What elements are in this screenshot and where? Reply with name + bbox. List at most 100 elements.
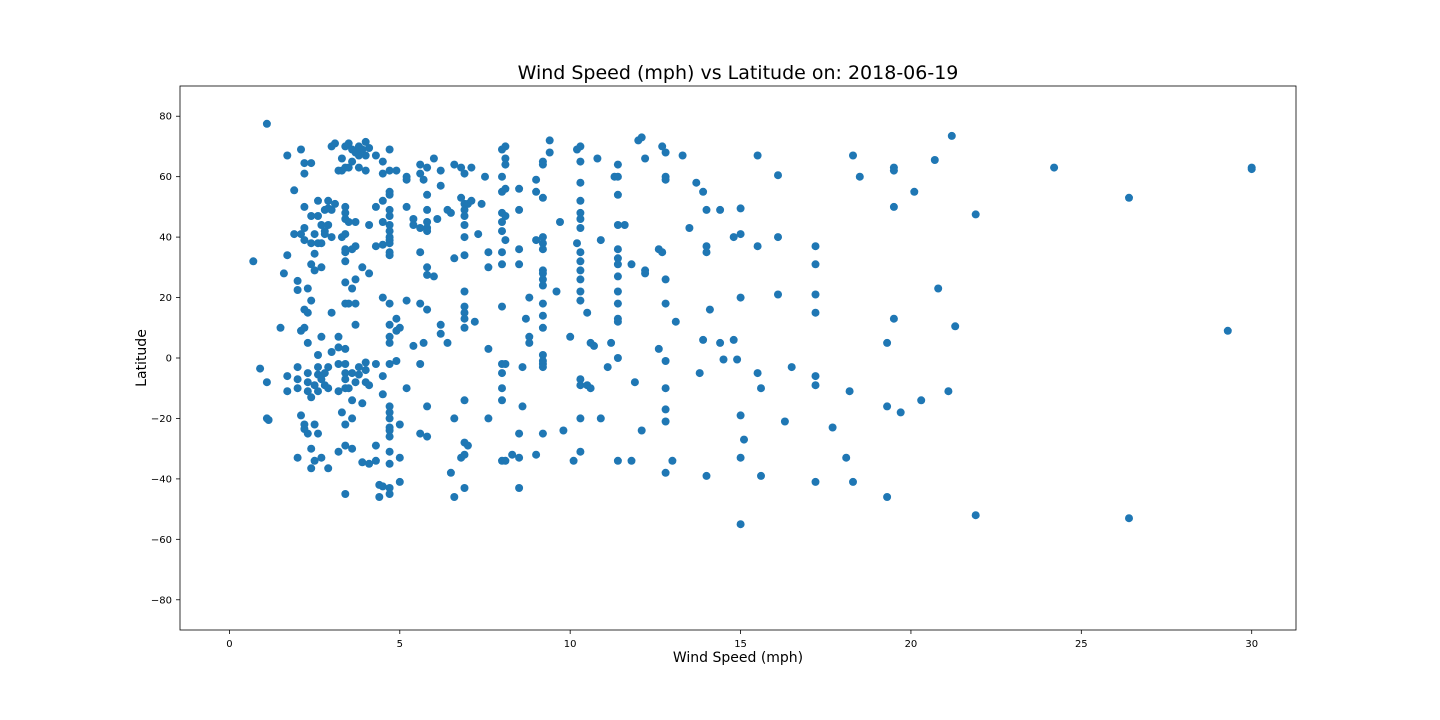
- scatter-point: [498, 172, 506, 181]
- scatter-point: [811, 242, 820, 251]
- scatter-point: [627, 456, 636, 465]
- scatter-point: [351, 299, 360, 308]
- scatter-point: [348, 157, 357, 166]
- scatter-point: [576, 248, 585, 257]
- scatter-point: [460, 314, 469, 323]
- scatter-point: [484, 248, 493, 257]
- scatter-point: [307, 260, 316, 269]
- scatter-point: [385, 251, 394, 260]
- scatter-point: [1125, 193, 1133, 202]
- scatter-point: [484, 414, 493, 423]
- scatter-point: [576, 208, 585, 217]
- plot-area: [249, 119, 1256, 529]
- scatter-point: [423, 402, 432, 411]
- scatter-point: [613, 272, 622, 281]
- scatter-point: [501, 360, 510, 368]
- scatter-point: [351, 320, 360, 329]
- scatter-point: [348, 369, 357, 378]
- scatter-point: [661, 175, 670, 184]
- scatter-point: [695, 369, 704, 378]
- scatter-point: [293, 363, 302, 372]
- scatter-point: [613, 456, 622, 465]
- scatter-point: [385, 145, 394, 154]
- y-tick-label: −60: [151, 535, 172, 546]
- scatter-point: [971, 210, 980, 219]
- scatter-point: [576, 215, 585, 223]
- scatter-point: [613, 245, 622, 254]
- scatter-point: [324, 221, 333, 229]
- scatter-point: [354, 151, 363, 160]
- scatter-point: [855, 172, 864, 181]
- scatter-point: [385, 490, 394, 498]
- scatter-point: [450, 254, 459, 263]
- scatter-point: [538, 429, 547, 438]
- scatter-point: [375, 493, 384, 501]
- scatter-point: [303, 284, 312, 293]
- scatter-point: [460, 233, 469, 242]
- scatter-point: [416, 299, 425, 308]
- scatter-point: [385, 484, 394, 492]
- scatter-point: [371, 360, 380, 368]
- scatter-point: [283, 251, 292, 260]
- scatter-point: [385, 212, 394, 220]
- scatter-point: [498, 227, 506, 236]
- scatter-point: [395, 453, 404, 462]
- scatter-point: [460, 396, 469, 405]
- scatter-point: [729, 233, 738, 242]
- scatter-point: [385, 426, 394, 435]
- scatter-point: [385, 408, 394, 417]
- scatter-point: [348, 414, 357, 423]
- scatter-point: [249, 257, 258, 266]
- scatter-point: [620, 221, 629, 229]
- x-tick-label: 30: [1245, 639, 1258, 650]
- scatter-point: [310, 420, 319, 429]
- scatter-point: [395, 477, 404, 486]
- scatter-point: [641, 269, 650, 278]
- scatter-point: [341, 202, 350, 211]
- scatter-point: [930, 156, 939, 164]
- scatter-point: [303, 338, 312, 347]
- scatter-point: [344, 218, 353, 226]
- scatter-point: [460, 251, 469, 260]
- scatter-point: [538, 299, 547, 308]
- scatter-point: [385, 332, 394, 341]
- scatter-point: [327, 233, 336, 242]
- scatter-point: [641, 154, 650, 163]
- scatter-point: [538, 323, 547, 332]
- scatter-point: [583, 308, 592, 317]
- y-tick-label: 80: [159, 112, 172, 123]
- scatter-point: [419, 338, 428, 347]
- scatter-point: [740, 435, 748, 444]
- scatter-point: [348, 396, 357, 405]
- scatter-point: [307, 393, 316, 402]
- scatter-point: [395, 420, 404, 429]
- scatter-point: [460, 205, 469, 214]
- scatter-point: [576, 224, 585, 232]
- scatter-point: [498, 384, 506, 393]
- scatter-point: [297, 145, 305, 154]
- scatter-point: [566, 332, 575, 341]
- scatter-point: [613, 317, 622, 326]
- x-tick-label: 5: [397, 639, 403, 650]
- scatter-point: [436, 320, 445, 329]
- scatter-point: [613, 287, 622, 296]
- scatter-point: [910, 187, 919, 196]
- scatter-point: [576, 381, 585, 390]
- scatter-point: [842, 453, 851, 462]
- scatter-point: [361, 137, 370, 146]
- scatter-point: [423, 432, 432, 441]
- scatter-point: [324, 384, 333, 393]
- scatter-point: [314, 351, 322, 359]
- scatter-point: [300, 202, 309, 211]
- scatter-point: [661, 275, 670, 284]
- scatter-point: [385, 447, 394, 456]
- scatter-point: [320, 369, 329, 378]
- scatter-point: [889, 166, 898, 175]
- scatter-point: [385, 205, 394, 214]
- scatter-point: [416, 248, 425, 257]
- scatter-point: [331, 139, 339, 148]
- scatter-point: [661, 148, 670, 157]
- scatter-point: [515, 453, 524, 462]
- scatter-point: [733, 355, 742, 364]
